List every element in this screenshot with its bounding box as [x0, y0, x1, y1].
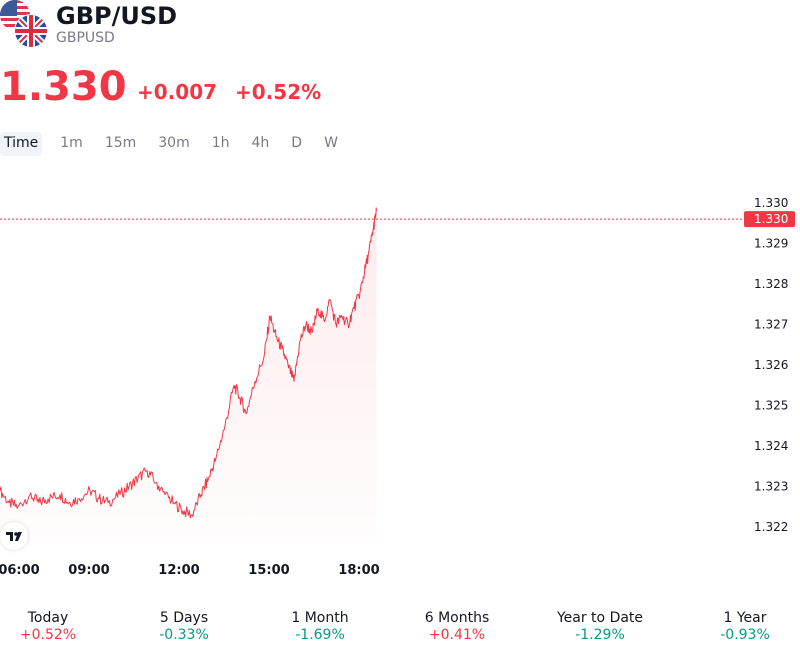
- performance-label: Year to Date: [556, 610, 644, 626]
- performance-label: 6 Months: [424, 610, 490, 626]
- interval-tab-30m[interactable]: 30m: [158, 135, 190, 151]
- currency-flags: [0, 0, 48, 48]
- y-tick-label: 1.323: [754, 480, 788, 494]
- performance-item[interactable]: 5 Days -0.33%: [114, 610, 254, 643]
- y-tick-label: 1.325: [754, 399, 788, 413]
- y-tick-label: 1.326: [754, 358, 788, 372]
- y-tick-label: 1.329: [754, 237, 788, 251]
- symbol-header: GBP/USD GBPUSD: [0, 0, 800, 60]
- y-tick-label: 1.328: [754, 277, 788, 291]
- symbol-ticker: GBPUSD: [56, 30, 115, 46]
- last-price-badge: [744, 211, 795, 228]
- performance-value: -0.93%: [720, 627, 770, 643]
- x-tick-label: 15:00: [248, 563, 289, 578]
- y-tick-label: 1.327: [754, 318, 788, 332]
- performance-value: +0.41%: [428, 627, 486, 643]
- performance-item[interactable]: 6 Months +0.41%: [387, 610, 527, 643]
- y-tick-label: 1.330: [754, 196, 788, 210]
- last-price-badge-label: 1.330: [754, 212, 788, 226]
- interval-tab-15m[interactable]: 15m: [104, 135, 137, 151]
- price-line: [0, 207, 377, 519]
- price-change-percent: +0.52%: [235, 80, 322, 104]
- x-tick-label: 09:00: [68, 563, 109, 578]
- interval-tab-w[interactable]: W: [324, 135, 338, 151]
- performance-item[interactable]: 1 Year -0.93%: [675, 610, 800, 643]
- performance-bar: Today +0.52% 5 Days -0.33% 1 Month -1.69% 6 Mo…: [0, 610, 800, 650]
- interval-tab-1h[interactable]: 1h: [211, 135, 230, 151]
- y-tick-label: 1.322: [754, 520, 788, 534]
- interval-tab-1m[interactable]: 1m: [60, 135, 83, 151]
- performance-label: 5 Days: [159, 610, 209, 626]
- price-change: +0.007: [137, 80, 218, 104]
- symbol-title: GBP/USD: [56, 2, 178, 30]
- performance-label: Today: [27, 610, 69, 626]
- interval-tab-d[interactable]: D: [291, 135, 303, 151]
- x-tick-label: 12:00: [158, 563, 199, 578]
- performance-item[interactable]: 1 Month -1.69%: [250, 610, 390, 643]
- interval-tab-4h[interactable]: 4h: [251, 135, 270, 151]
- uk-flag-icon: [14, 14, 48, 48]
- performance-label: 1 Year: [723, 610, 767, 626]
- price-area-fill: [0, 207, 377, 545]
- interval-tabs: Time 1m 15m 30m 1h 4h D W: [0, 132, 356, 156]
- performance-value: -1.69%: [295, 627, 345, 643]
- performance-item[interactable]: Today +0.52%: [0, 610, 118, 643]
- last-price: 1.330: [0, 64, 127, 110]
- interval-tab-time[interactable]: Time: [0, 132, 43, 156]
- performance-value: +0.52%: [19, 627, 77, 643]
- price-chart-svg: 1.330 1.329 1.328 1.327 1.326 1.325 1.324 1.323…: [0, 196, 795, 578]
- tradingview-logo-icon[interactable]: [0, 522, 28, 550]
- performance-value: -0.33%: [159, 627, 209, 643]
- performance-label: 1 Month: [291, 610, 349, 626]
- x-tick-label: 18:00: [338, 563, 379, 578]
- performance-item[interactable]: Year to Date -1.29%: [530, 610, 670, 643]
- performance-value: -1.29%: [575, 627, 625, 643]
- price-chart: 1.330 1.329 1.328 1.327 1.326 1.325 1.324 1.323…: [0, 185, 800, 585]
- x-tick-label: 06:00: [0, 563, 40, 578]
- y-tick-label: 1.324: [754, 439, 788, 453]
